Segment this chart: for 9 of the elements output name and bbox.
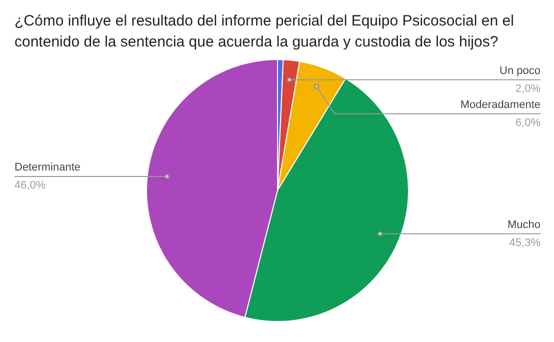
chart-title: ¿Cómo influye el resultado del informe pericial del Equipo Psicosocial en el contenido de la sentencia que acuerda la guarda y custodia de los hijos? <box>14 12 514 50</box>
slice-label: Moderadamente <box>460 98 541 111</box>
slice-label: Mucho <box>507 218 541 231</box>
data-label: 46,0% <box>14 180 46 192</box>
slice-label: Determinante <box>14 162 81 174</box>
slice-label: Un poco <box>500 64 541 77</box>
data-label: 2,0% <box>515 82 541 95</box>
data-label: 6,0% <box>515 116 541 129</box>
data-label: 45,3% <box>509 236 541 249</box>
